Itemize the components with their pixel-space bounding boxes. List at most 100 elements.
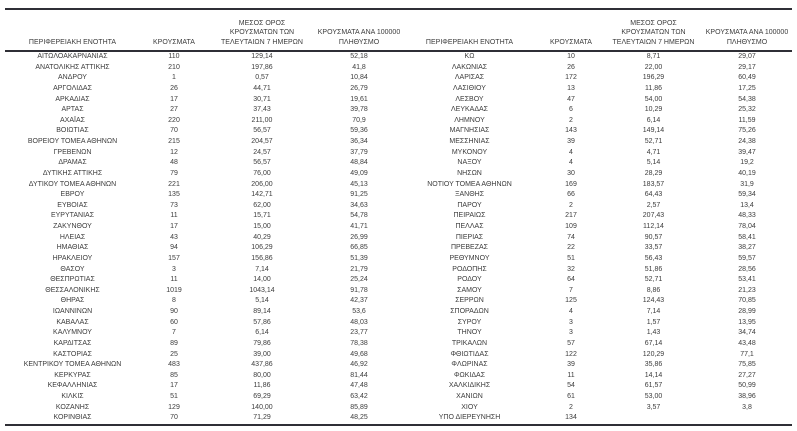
avg7-cell bbox=[605, 413, 702, 425]
cases-cell: 11 bbox=[170, 276, 178, 284]
table-row: ΙΩΑΝΝΙΝΩΝ 90 89,14 53,6 ΣΠΟΡΑΔΩΝ 4 7,14 28,99 bbox=[5, 307, 792, 318]
region-cell: ΗΜΑΘΙΑΣ bbox=[56, 244, 89, 252]
column-header-label-line: ΠΛΗΘΥΣΜΟ bbox=[338, 38, 380, 46]
table-row: ΑΝΔΡΟΥ 1 0,57 10,84 ΛΑΡΙΣΑΣ 172 196,29 60,49 bbox=[5, 73, 792, 84]
per100k-cell: 41,71 bbox=[350, 223, 368, 230]
cases-cell: 26 bbox=[567, 63, 575, 71]
table-row: ΚΟΡΙΝΘΙΑΣ 70 71,29 48,25 ΥΠΟ ΔΙΕΡΕΥΝΗΣΗ 134 bbox=[5, 413, 792, 425]
per100k-cell: 51,39 bbox=[350, 254, 368, 262]
column-header-label-line: ΜΕΣΟΣ ΟΡΟΣ bbox=[238, 19, 286, 27]
region-cell: ΦΩΚΙΔΑΣ bbox=[453, 371, 486, 379]
region-cell: ΣΥΡΟΥ bbox=[457, 318, 482, 326]
avg7-cell: 6,14 bbox=[255, 329, 269, 337]
cases-cell: 48 bbox=[170, 159, 178, 167]
table-row: ΘΑΣΟΥ 3 7,14 21,79 ΡΟΔΟΠΗΣ 32 51,86 28,56 bbox=[5, 265, 792, 276]
per100k-cell: 19,2 bbox=[740, 159, 754, 167]
avg7-cell: 89,14 bbox=[253, 308, 271, 315]
table-row: ΗΡΑΚΛΕΙΟΥ 157 156,86 51,39 ΡΕΘΥΜΝΟΥ 51 56,43 59… bbox=[5, 254, 792, 265]
avg7-cell: 56,57 bbox=[253, 127, 271, 135]
avg7-cell: 10,29 bbox=[644, 106, 663, 114]
cases-cell: 134 bbox=[565, 414, 577, 422]
table-row: ΔΡΑΜΑΣ 48 56,57 48,84 ΝΑΞΟΥ 4 5,14 19,2 bbox=[5, 158, 792, 169]
region-cell: ΕΥΡΥΤΑΝΙΑΣ bbox=[50, 212, 95, 220]
table-row: ΒΟΙΩΤΙΑΣ 70 56,57 59,36 ΜΑΓΝΗΣΙΑΣ 143 149,14 75… bbox=[5, 126, 792, 137]
region-cell: ΧΙΟΥ bbox=[461, 403, 478, 411]
region-cell: ΙΩΑΝΝΙΝΩΝ bbox=[52, 308, 93, 315]
region-cell: ΗΛΕΙΑΣ bbox=[59, 233, 86, 241]
cases-cell: 172 bbox=[565, 74, 577, 82]
avg7-cell: 22,00 bbox=[644, 63, 663, 71]
cases-cell: 1 bbox=[172, 74, 176, 82]
cases-cell: 27 bbox=[170, 106, 178, 114]
column-header-avg7-right: ΜΕΣΟΣ ΟΡΟΣ ΚΡΟΥΣΜΑΤΩΝ ΤΩΝ ΤΕΛΕΥΤΑΙΩΝ 7 Η… bbox=[605, 9, 702, 52]
per100k-cell: 39,47 bbox=[738, 148, 756, 156]
cases-cell: 135 bbox=[168, 191, 180, 199]
table-row: ΕΥΡΥΤΑΝΙΑΣ 11 15,71 54,78 ΠΕΙΡΑΙΩΣ 217 207,43 4… bbox=[5, 211, 792, 222]
avg7-cell: 61,57 bbox=[644, 382, 663, 390]
region-cell: ΞΑΝΘΗΣ bbox=[454, 191, 485, 199]
avg7-cell: 40,29 bbox=[253, 233, 271, 241]
cases-cell: 109 bbox=[565, 223, 577, 230]
cases-cell: 89 bbox=[170, 339, 178, 347]
cases-cell: 143 bbox=[565, 127, 577, 135]
avg7-cell: 7,14 bbox=[255, 265, 269, 273]
table-row: ΚΕΝΤΡΙΚΟΥ ΤΟΜΕΑ ΑΘΗΝΩΝ 483 437,86 46,92 ΦΛΩΡ… bbox=[5, 360, 792, 371]
column-header-label: ΠΕΡΙΦΕΡΕΙΑΚΗ ΕΝΟΤΗΤΑ bbox=[425, 38, 514, 46]
region-cell: ΚΕΝΤΡΙΚΟΥ ΤΟΜΕΑ ΑΘΗΝΩΝ bbox=[23, 361, 122, 369]
region-cell: ΑΡΓΟΛΙΔΑΣ bbox=[53, 84, 92, 92]
avg7-cell: 183,57 bbox=[642, 180, 665, 188]
cases-cell: 17 bbox=[170, 382, 178, 390]
column-header-label: ΚΡΟΥΣΜΑΤΑ bbox=[153, 38, 195, 46]
cases-cell: 90 bbox=[170, 308, 178, 315]
per100k-cell: 46,92 bbox=[350, 361, 368, 369]
per100k-cell: 66,85 bbox=[350, 244, 368, 252]
per100k-cell: 31,9 bbox=[740, 180, 754, 188]
cases-cell: 157 bbox=[168, 254, 180, 262]
cases-cell: 6 bbox=[569, 106, 573, 114]
avg7-cell: 2,57 bbox=[646, 201, 661, 209]
avg7-cell: 8,71 bbox=[646, 53, 661, 60]
cases-cell: 3 bbox=[569, 329, 573, 337]
table-row: ΓΡΕΒΕΝΩΝ 12 24,57 37,79 ΜΥΚΟΝΟΥ 4 4,71 39,47 bbox=[5, 148, 792, 159]
table-row: ΑΙΤΩΛΟΑΚΑΡΝΑΝΙΑΣ 110 129,14 52,18 ΚΩ 10 8,71 29… bbox=[5, 51, 792, 63]
region-cell: ΚΑΣΤΟΡΙΑΣ bbox=[53, 350, 92, 358]
table-row: ΒΟΡΕΙΟΥ ΤΟΜΕΑ ΑΘΗΝΩΝ 215 204,57 36,34 ΜΕΣΣΗΝ… bbox=[5, 137, 792, 148]
per100k-cell: 36,34 bbox=[350, 138, 368, 145]
cases-cell: 1019 bbox=[166, 286, 182, 294]
column-header-cases-left: ΚΡΟΥΣΜΑΤΑ bbox=[140, 9, 208, 52]
per100k-cell: 49,68 bbox=[350, 350, 368, 358]
cases-cell: 4 bbox=[569, 308, 573, 315]
avg7-cell: 54,00 bbox=[644, 95, 663, 103]
avg7-cell: 11,86 bbox=[645, 84, 662, 92]
region-cell: ΠΕΛΛΑΣ bbox=[455, 223, 484, 230]
avg7-cell: 206,00 bbox=[251, 180, 273, 188]
cases-cell: 217 bbox=[565, 212, 577, 220]
region-cell: ΤΡΙΚΑΛΩΝ bbox=[451, 339, 488, 347]
avg7-cell: 142,71 bbox=[251, 191, 273, 199]
cases-cell: 221 bbox=[168, 180, 180, 188]
region-cell: ΣΠΟΡΑΔΩΝ bbox=[450, 308, 489, 315]
avg7-cell: 80,00 bbox=[253, 371, 271, 379]
region-cell: ΥΠΟ ΔΙΕΡΕΥΝΗΣΗ bbox=[438, 414, 501, 422]
table-row: ΖΑΚΥΝΘΟΥ 17 15,00 41,71 ΠΕΛΛΑΣ 109 112,14 78,04 bbox=[5, 222, 792, 233]
per100k-cell: 29,17 bbox=[738, 63, 756, 71]
cases-cell: 25 bbox=[170, 350, 178, 358]
column-header-label: ΚΡΟΥΣΜΑΤΑ bbox=[550, 38, 592, 46]
per100k-cell: 11,59 bbox=[738, 116, 756, 124]
region-cell: ΚΕΦΑΛΛΗΝΙΑΣ bbox=[47, 382, 98, 390]
avg7-cell: 106,29 bbox=[251, 244, 273, 252]
table-row: ΑΡΤΑΣ 27 37,43 39,78 ΛΕΥΚΑΔΑΣ 6 10,29 25,32 bbox=[5, 105, 792, 116]
table-row: ΔΥΤΙΚΗΣ ΑΤΤΙΚΗΣ 79 76,00 49,09 ΝΗΣΩΝ 30 28,29 4… bbox=[5, 169, 792, 180]
per100k-cell: 49,09 bbox=[350, 169, 368, 177]
region-cell: ΠΕΙΡΑΙΩΣ bbox=[453, 212, 486, 220]
table-row: ΕΥΒΟΙΑΣ 73 62,00 34,63 ΠΑΡΟΥ 2 2,57 13,4 bbox=[5, 201, 792, 212]
table-row: ΚΑΒΑΛΑΣ 60 57,86 48,03 ΣΥΡΟΥ 3 1,57 13,95 bbox=[5, 318, 792, 329]
region-cell: ΦΘΙΩΤΙΔΑΣ bbox=[450, 350, 489, 358]
avg7-cell: 15,00 bbox=[253, 223, 271, 230]
per100k-cell: 78,38 bbox=[350, 339, 368, 347]
avg7-cell: 69,29 bbox=[253, 393, 271, 400]
avg7-cell: 204,57 bbox=[251, 138, 273, 145]
region-cell: ΛΕΣΒΟΥ bbox=[455, 95, 484, 103]
region-cell: ΗΡΑΚΛΕΙΟΥ bbox=[52, 254, 93, 262]
